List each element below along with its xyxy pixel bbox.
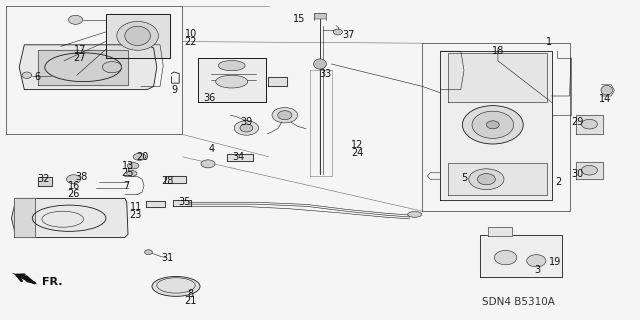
Ellipse shape [468,169,504,189]
Text: 17: 17 [74,44,86,55]
Ellipse shape [240,124,253,132]
Text: 35: 35 [178,197,191,207]
Polygon shape [198,58,266,102]
Text: 38: 38 [76,172,88,182]
Text: 12: 12 [351,140,364,150]
Text: 2: 2 [555,177,561,188]
Text: 27: 27 [74,53,86,63]
Ellipse shape [314,59,326,69]
Polygon shape [227,154,253,161]
Ellipse shape [333,29,342,35]
Ellipse shape [272,108,298,123]
Polygon shape [480,235,562,277]
Text: 22: 22 [184,36,197,47]
Text: 1: 1 [546,36,552,47]
Text: 24: 24 [351,148,364,158]
Text: 10: 10 [184,29,197,39]
Text: 39: 39 [240,116,253,127]
Polygon shape [440,51,552,200]
Text: 36: 36 [204,92,216,103]
Text: 13: 13 [122,161,134,172]
Polygon shape [38,50,128,85]
Polygon shape [14,198,35,237]
Ellipse shape [495,250,517,265]
Ellipse shape [127,171,137,176]
Text: 30: 30 [571,169,584,180]
Ellipse shape [68,15,83,24]
Ellipse shape [216,75,248,88]
Polygon shape [173,200,191,206]
Polygon shape [12,273,37,284]
Text: 29: 29 [571,117,584,127]
Text: 14: 14 [598,93,611,104]
Text: 23: 23 [129,210,142,220]
Polygon shape [576,162,603,179]
Polygon shape [576,115,603,134]
Polygon shape [448,53,547,102]
Text: 15: 15 [293,14,306,24]
Ellipse shape [218,60,245,71]
Text: 32: 32 [37,174,50,184]
Ellipse shape [102,61,122,73]
Text: 4: 4 [208,144,214,154]
Text: 37: 37 [342,30,355,40]
Text: 5: 5 [461,172,467,183]
Text: 18: 18 [492,45,504,56]
Ellipse shape [486,121,499,129]
Text: 3: 3 [534,265,541,276]
Ellipse shape [116,21,159,50]
Ellipse shape [408,212,422,217]
Ellipse shape [125,26,150,45]
Text: 8: 8 [188,289,194,299]
Text: 11: 11 [129,202,142,212]
Text: 26: 26 [67,188,80,199]
Ellipse shape [601,85,612,95]
Text: 20: 20 [136,152,148,162]
Text: 28: 28 [161,176,174,186]
Text: 25: 25 [122,168,134,179]
Ellipse shape [463,106,524,144]
Text: 21: 21 [184,296,197,306]
Polygon shape [448,163,547,195]
Polygon shape [165,176,186,183]
Ellipse shape [127,163,139,169]
Text: 7: 7 [124,181,130,191]
Ellipse shape [152,276,200,296]
Ellipse shape [22,72,32,78]
Polygon shape [488,227,512,236]
Polygon shape [106,14,170,58]
Text: 9: 9 [171,85,177,95]
Text: 34: 34 [232,152,244,163]
Ellipse shape [278,111,292,120]
Ellipse shape [582,119,598,129]
Polygon shape [19,45,157,90]
Ellipse shape [477,173,495,185]
Text: 31: 31 [161,252,174,263]
Polygon shape [12,198,128,237]
Text: 16: 16 [67,181,80,191]
Ellipse shape [472,111,514,138]
Text: 33: 33 [319,69,332,79]
Ellipse shape [234,121,259,135]
Polygon shape [38,177,52,186]
Polygon shape [146,201,165,207]
Ellipse shape [145,250,152,255]
Ellipse shape [582,165,598,175]
Ellipse shape [201,160,215,168]
Polygon shape [268,77,287,86]
Ellipse shape [133,153,146,160]
Text: 6: 6 [34,72,40,82]
Ellipse shape [527,255,546,267]
Text: 19: 19 [549,257,562,267]
Text: SDN4 B5310A: SDN4 B5310A [482,297,555,308]
Text: FR.: FR. [42,277,62,287]
Ellipse shape [67,175,81,184]
